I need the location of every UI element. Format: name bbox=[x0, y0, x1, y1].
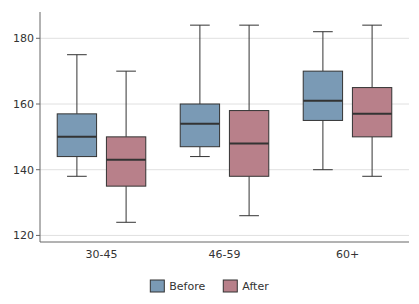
box bbox=[352, 88, 391, 137]
whisker-cap bbox=[239, 25, 259, 26]
box-series bbox=[57, 25, 342, 176]
box bbox=[180, 104, 219, 147]
whisker bbox=[322, 32, 323, 71]
whisker bbox=[249, 25, 250, 110]
median bbox=[229, 142, 268, 144]
legend: Before After bbox=[150, 280, 269, 293]
y-axis: 120 140 160 180 bbox=[13, 12, 409, 242]
whisker-cap bbox=[116, 71, 136, 72]
tick-mark bbox=[36, 235, 40, 236]
legend-label: Before bbox=[169, 280, 205, 293]
tick-label: 160 bbox=[13, 98, 34, 111]
whisker bbox=[126, 186, 127, 222]
legend-swatch bbox=[150, 280, 164, 292]
legend-label: After bbox=[242, 280, 269, 293]
tick-label: 120 bbox=[13, 229, 34, 242]
whisker-cap bbox=[67, 54, 87, 55]
box bbox=[57, 114, 96, 157]
box bbox=[303, 71, 342, 120]
tick-label: 60+ bbox=[336, 248, 359, 261]
whisker-cap bbox=[313, 169, 333, 170]
tick-mark bbox=[36, 104, 40, 105]
legend-swatch bbox=[223, 280, 237, 292]
whisker bbox=[199, 25, 200, 104]
whisker-cap bbox=[313, 31, 333, 32]
whisker bbox=[372, 137, 373, 176]
whisker-cap bbox=[190, 156, 210, 157]
median bbox=[57, 136, 96, 138]
grid-line bbox=[40, 38, 409, 39]
grid-line bbox=[40, 235, 409, 236]
tick-mark bbox=[36, 38, 40, 39]
whisker bbox=[372, 25, 373, 87]
chart: 120 140 160 180 30-45 46-59 60+ Before After bbox=[0, 0, 419, 304]
tick-mark bbox=[36, 169, 40, 170]
whisker bbox=[199, 147, 200, 157]
whisker bbox=[126, 71, 127, 137]
whisker bbox=[249, 176, 250, 215]
whisker-cap bbox=[116, 222, 136, 223]
median bbox=[303, 100, 342, 102]
axis-line bbox=[40, 12, 41, 242]
tick-label: 46-59 bbox=[209, 248, 241, 261]
box-series bbox=[106, 25, 391, 222]
median bbox=[180, 123, 219, 125]
whisker-cap bbox=[362, 176, 382, 177]
whisker bbox=[322, 120, 323, 169]
whisker-cap bbox=[239, 215, 259, 216]
whisker-cap bbox=[362, 25, 382, 26]
tick-label: 180 bbox=[13, 32, 34, 45]
median bbox=[352, 113, 391, 115]
tick-label: 30-45 bbox=[86, 248, 118, 261]
tick-label: 140 bbox=[13, 164, 34, 177]
x-axis: 30-45 46-59 60+ bbox=[86, 248, 360, 261]
box bbox=[229, 111, 268, 177]
grid-line bbox=[40, 169, 409, 170]
whisker bbox=[76, 157, 77, 177]
axis-line bbox=[40, 242, 409, 243]
whisker-cap bbox=[190, 25, 210, 26]
box bbox=[106, 137, 145, 186]
whisker-cap bbox=[67, 176, 87, 177]
marks bbox=[57, 25, 392, 222]
median bbox=[106, 159, 145, 161]
whisker bbox=[76, 55, 77, 114]
